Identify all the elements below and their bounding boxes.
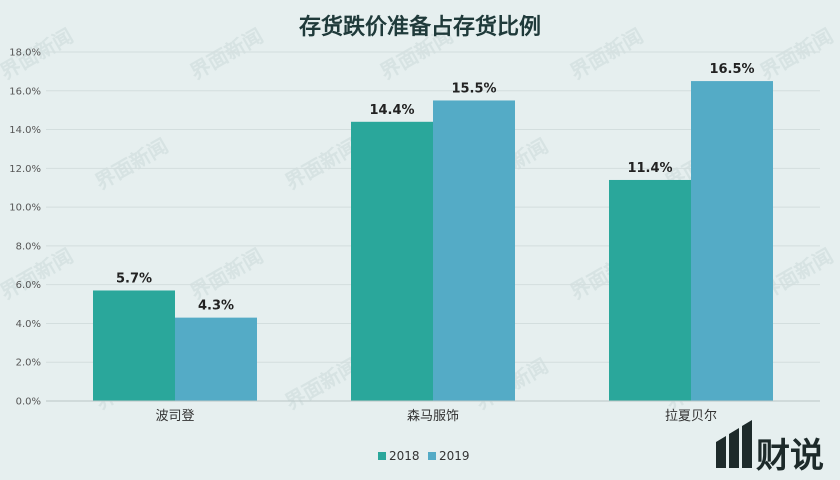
bars: 5.7% 4.3% 14.4% 15.5% 11.4% 16.5% [93,62,773,402]
legend-swatch [428,452,436,460]
data-label: 4.3% [198,299,234,314]
watermark-text: 界面新闻 [566,24,647,85]
x-tick-label: 拉夏贝尔 [665,409,717,424]
logo-icon [716,420,752,468]
logo-text: 财说 [756,436,824,476]
y-tick-label: 8.0% [16,241,41,252]
y-tick-label: 14.0% [9,125,41,136]
legend-label: 2019 [439,449,470,463]
legend: 2018 2019 [378,449,470,463]
legend-label: 2018 [389,449,420,463]
bar-2019-2 [433,100,515,401]
x-tick-label: 森马服饰 [407,409,459,424]
watermark-text: 界面新闻 [756,24,837,85]
y-tick-label: 16.0% [9,86,41,97]
watermark-text: 界面新闻 [186,244,267,305]
data-label: 11.4% [627,161,672,176]
watermark-text: 界面新闻 [0,244,77,305]
x-axis: 波司登 森马服饰 拉夏贝尔 [46,400,820,424]
y-tick-label: 2.0% [16,358,41,369]
y-tick-label: 18.0% [9,48,41,59]
bar-2018-2 [351,121,433,402]
y-tick-label: 12.0% [9,164,41,175]
brand-logo: 财说 [716,420,824,476]
data-label: 14.4% [369,103,414,118]
x-tick-label: 波司登 [155,409,194,424]
watermark-text: 界面新闻 [186,24,267,85]
data-label: 5.7% [116,271,152,286]
bar-2019-1 [175,317,257,401]
bar-2019-3 [691,81,773,401]
y-axis: 0.0% 2.0% 4.0% 6.0% 8.0% 10.0% 12.0% 14.0% 16.0%… [9,48,41,408]
watermark-text: 界面新闻 [91,134,172,195]
y-tick-label: 6.0% [16,280,41,291]
watermark-text: 界面新闻 [281,134,362,195]
y-tick-label: 4.0% [16,319,41,330]
y-tick-label: 0.0% [16,397,41,408]
y-tick-label: 10.0% [9,203,41,214]
bar-2018-1 [93,290,175,401]
bar-2018-3 [609,179,691,401]
legend-swatch [378,452,386,460]
data-label: 15.5% [451,81,496,96]
data-label: 16.5% [709,62,754,77]
chart-title: 存货跌价准备占存货比例 [299,14,541,40]
